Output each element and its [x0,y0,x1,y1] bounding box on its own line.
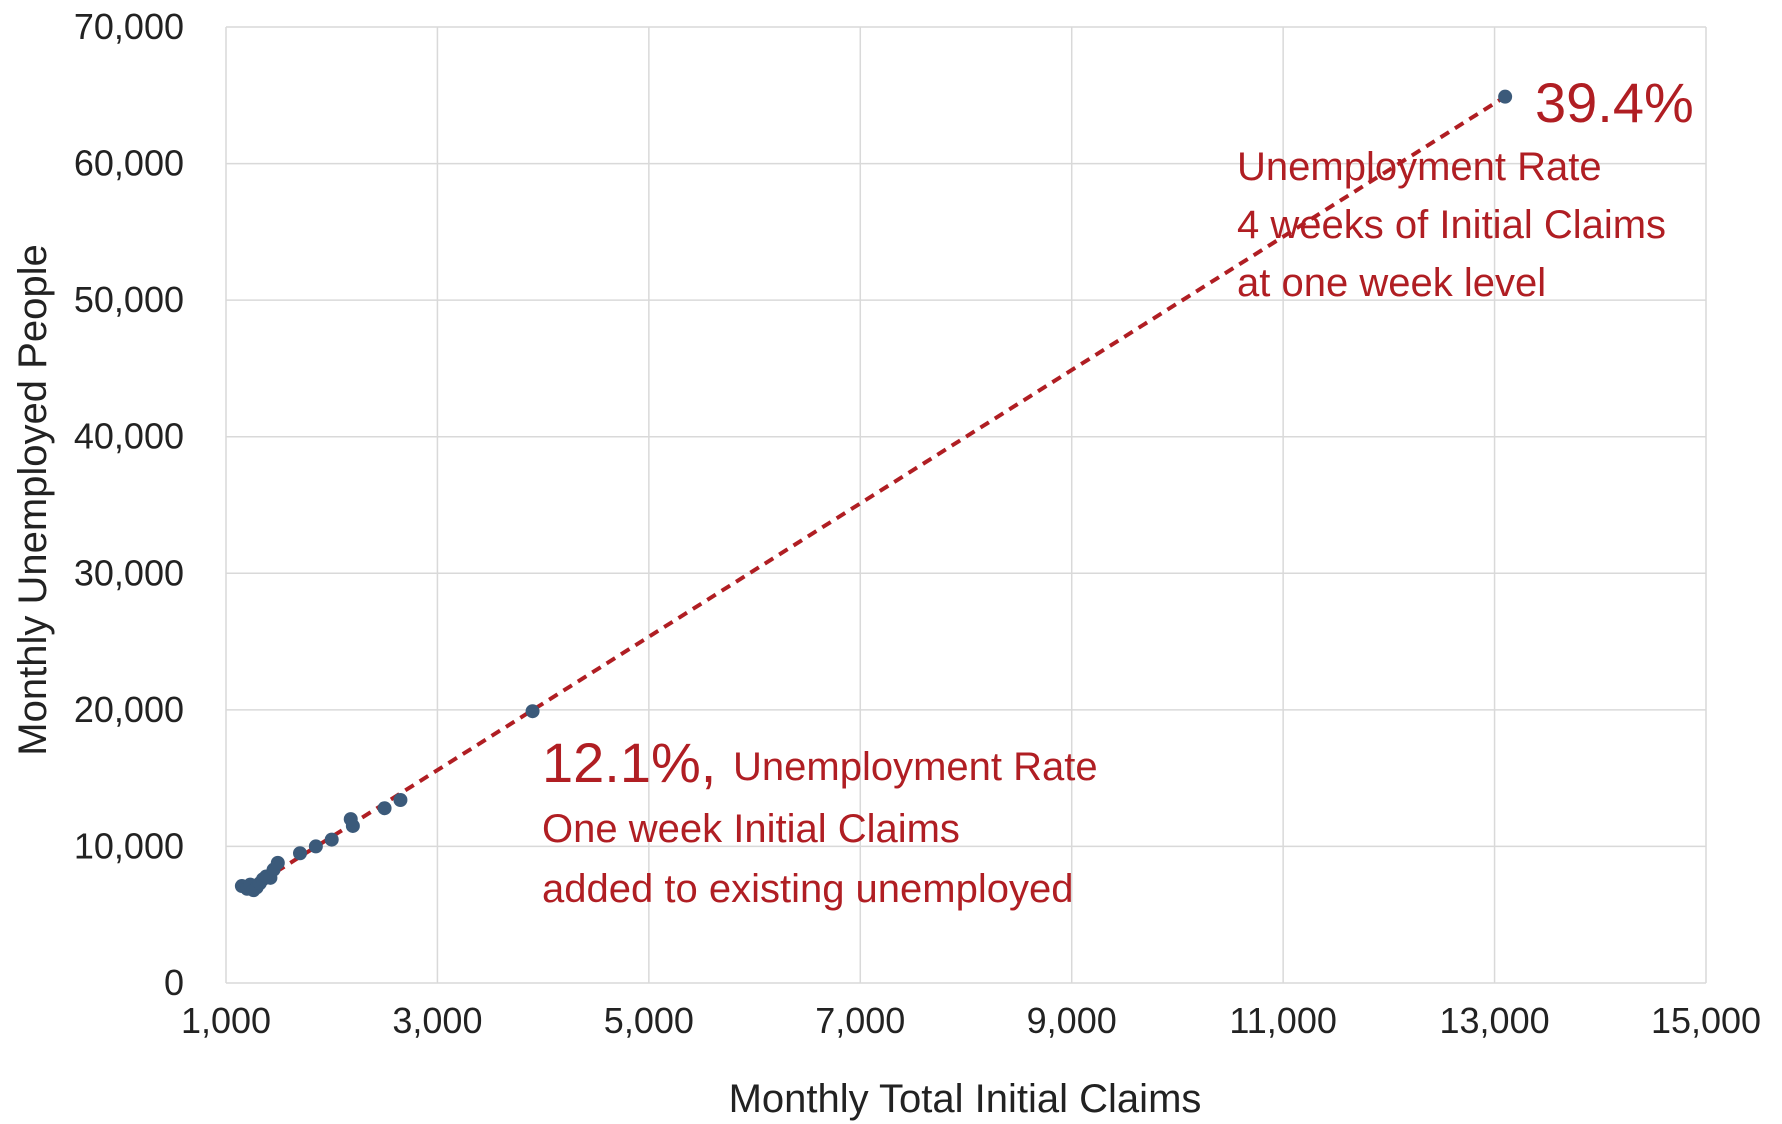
x-tick-label: 11,000 [1229,1000,1336,1041]
x-tick-label: 5,000 [604,1000,694,1041]
annotation-12-1-value: 12.1%, [542,731,716,794]
y-tick-label: 20,000 [74,689,184,730]
data-points [234,89,1513,898]
x-axis-title: Monthly Total Initial Claims [729,1077,1202,1121]
x-tick-label: 3,000 [392,1000,482,1041]
x-tick-label: 1,000 [181,1000,271,1041]
annotation-39-4-line-3: at one week level [1237,261,1546,305]
x-tick-label: 7,000 [815,1000,905,1041]
annotation-12-1-line-1: One week Initial Claims [542,807,960,851]
trendline [246,94,1507,892]
data-point [308,839,323,854]
y-tick-label: 40,000 [74,416,184,457]
y-axis-title: Monthly Unemployed People [11,244,55,755]
data-point [343,812,358,827]
y-tick-label: 0 [164,962,184,1003]
data-point [393,792,408,807]
y-tick-label: 30,000 [74,552,184,593]
y-axis-ticks: 0 10,000 20,000 30,000 40,000 50,000 60,000 70,… [74,6,184,1003]
y-tick-label: 70,000 [74,6,184,47]
annotation-39-4-line-2: 4 weeks of Initial Claims [1237,203,1666,247]
data-point [377,801,392,816]
gridlines [225,26,1707,984]
y-tick-label: 50,000 [74,279,184,320]
data-point [293,846,307,861]
data-point [270,855,285,870]
annotation-12-1-inline: Unemployment Rate [733,745,1098,789]
data-point [324,832,339,847]
x-tick-label: 9,000 [1027,1000,1117,1041]
x-tick-label: 13,000 [1440,1000,1550,1041]
y-tick-label: 10,000 [74,825,184,866]
annotation-39-4: 39.4% Unemployment Rate 4 weeks of Initi… [1237,71,1694,305]
x-axis-ticks: 1,000 3,000 5,000 7,000 9,000 11,000 13,000 15,… [181,1000,1761,1041]
data-point [1498,89,1513,104]
x-tick-label: 15,000 [1651,1000,1761,1041]
y-tick-label: 60,000 [74,143,184,184]
annotation-39-4-value: 39.4% [1535,71,1694,134]
annotation-12-1-line-2: added to existing unemployed [542,867,1073,911]
trendline-layer [246,94,1507,892]
annotation-39-4-line-1: Unemployment Rate [1237,145,1602,189]
annotation-12-1: 12.1%, Unemployment Rate One week Initia… [542,731,1098,911]
data-point [525,704,540,719]
